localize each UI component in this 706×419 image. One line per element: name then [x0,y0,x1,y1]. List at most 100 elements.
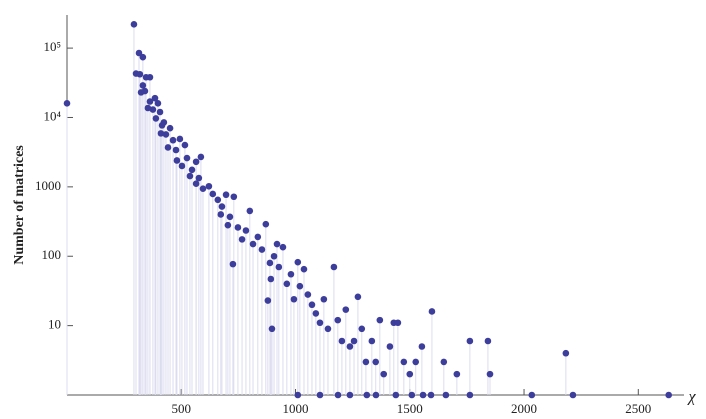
point [146,98,154,105]
point [160,119,168,126]
point [139,53,147,61]
point [141,87,149,95]
point [400,358,408,366]
point [419,391,427,399]
point [316,391,324,399]
point [528,391,536,399]
point [222,191,230,199]
point [406,370,414,378]
point [149,106,157,113]
point [254,233,262,241]
point [394,319,402,327]
point [330,263,338,271]
point [144,104,152,112]
x-tick-label: 1000 [283,401,309,416]
point [334,316,342,324]
point [376,316,384,324]
point [283,280,291,288]
point [453,370,461,378]
point [440,358,448,366]
point [157,130,165,137]
point [386,343,394,350]
point [205,182,213,190]
point [152,115,160,122]
x-tick-label: 2000 [511,401,537,416]
x-tick-label: 500 [172,401,192,416]
point [230,193,238,201]
point [312,310,320,317]
point [197,153,205,161]
point [354,293,362,301]
point [178,162,186,170]
point [372,358,380,366]
point [562,349,570,357]
point [466,337,474,345]
point [224,221,232,229]
y-tick-label: 10⁴ [43,108,61,123]
point [368,337,376,345]
point [358,325,366,333]
y-tick-label: 10 [48,317,61,332]
point [362,358,370,366]
point [294,391,302,399]
point [229,260,237,268]
point [266,259,274,267]
point [139,82,147,89]
y-tick-label: 100 [42,247,62,262]
point [249,240,257,248]
point [320,295,328,303]
point [324,325,332,333]
point [569,391,577,399]
point [186,172,194,180]
point [296,282,304,290]
point [346,343,354,350]
point [209,190,217,198]
point [192,180,200,188]
point [484,337,492,345]
point [304,291,312,298]
y-tick-label: 1000 [35,178,61,193]
point [275,263,283,271]
point [164,144,172,151]
point [166,124,174,132]
point [199,185,207,193]
point [346,391,354,399]
point [226,213,234,221]
point [246,207,254,215]
point [273,240,281,248]
point [173,157,181,164]
point [267,275,275,283]
point [294,258,302,266]
point [188,166,196,174]
point [338,337,346,345]
point [486,370,494,378]
point [214,196,222,204]
point [172,146,180,154]
point [136,70,144,78]
x-tick-label: 1500 [397,401,423,416]
point [238,236,246,243]
x-axis-label: χ [686,389,696,406]
point [392,391,400,399]
point [665,391,672,399]
point [162,131,170,138]
point [242,227,250,234]
point [218,203,226,210]
point [412,358,420,366]
point [183,154,191,162]
point [169,136,177,144]
point [258,246,266,253]
point [300,265,308,273]
point [308,301,316,309]
point [195,174,203,182]
point [270,252,278,260]
point [408,391,416,399]
point [287,270,295,278]
point [135,49,143,57]
x-tick-label: 2500 [625,401,651,416]
point [418,343,426,350]
point [264,297,272,304]
point [466,391,474,399]
point [316,319,324,327]
